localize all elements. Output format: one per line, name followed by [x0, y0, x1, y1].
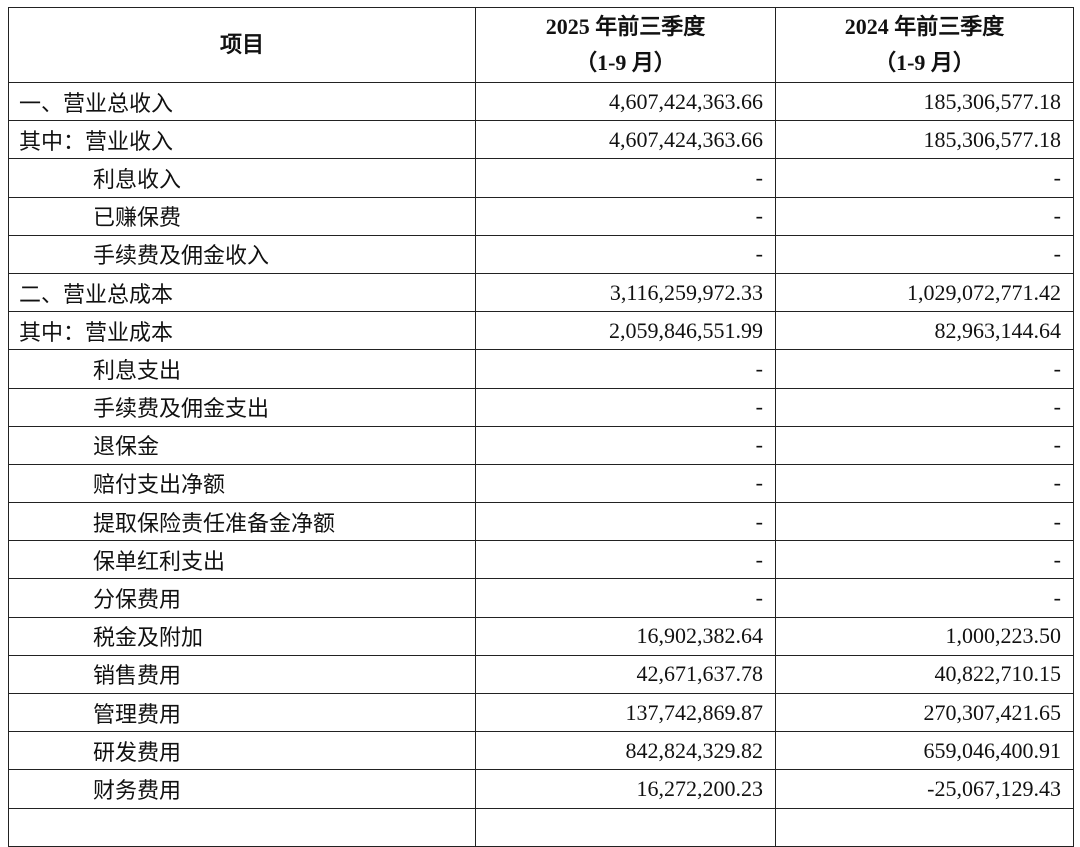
table-row: 保单红利支出 - - [8, 540, 1074, 580]
header-text: （1-9 月） [575, 50, 676, 75]
table-row: 一、营业总收入 4,607,424,363.66 185,306,577.18 [8, 81, 1074, 122]
value-2025: 3,116,259,972.33 [475, 272, 776, 313]
header-cell: 2024 年前三季度 （1-9 月） [775, 7, 1074, 83]
value-2025: 4,607,424,363.66 [475, 81, 776, 122]
value-2025: - [475, 578, 776, 618]
row-label: 利息支出 [8, 349, 476, 389]
row-label: 财务费用 [8, 769, 476, 809]
empty-cell [475, 807, 776, 847]
value-2025: 16,902,382.64 [475, 616, 776, 656]
value-2025: - [475, 387, 776, 427]
row-label: 税金及附加 [8, 616, 476, 656]
row-label: 研发费用 [8, 731, 476, 771]
table-row: 分保费用 - - [8, 578, 1074, 618]
header-cell: 2025 年前三季度 （1-9 月） [475, 7, 776, 83]
table-row: 提取保险责任准备金净额 - - [8, 502, 1074, 542]
value-2024: - [775, 234, 1074, 274]
row-label: 已赚保费 [8, 196, 476, 236]
row-label: 提取保险责任准备金净额 [8, 502, 476, 542]
row-label: 一、营业总收入 [8, 81, 476, 122]
row-label: 其中：营业成本 [8, 311, 476, 351]
row-label: 管理费用 [8, 692, 476, 733]
value-2024: 270,307,421.65 [775, 692, 1074, 733]
value-2024: - [775, 502, 1074, 542]
row-label: 销售费用 [8, 654, 476, 695]
value-2025: 842,824,329.82 [475, 731, 776, 771]
table-row: 管理费用 137,742,869.87 270,307,421.65 [8, 692, 1074, 733]
value-2025: - [475, 425, 776, 465]
empty-cell [775, 807, 1074, 847]
table-row: 已赚保费 - - [8, 196, 1074, 236]
header-cell: 项目 [8, 7, 476, 83]
value-2024: - [775, 349, 1074, 389]
row-label: 手续费及佣金支出 [8, 387, 476, 427]
row-label: 手续费及佣金收入 [8, 234, 476, 274]
value-2024: - [775, 158, 1074, 198]
value-2024: 82,963,144.64 [775, 311, 1074, 351]
header-text: 2025 年前三季度 [545, 14, 706, 39]
table-row: 手续费及佣金收入 - - [8, 234, 1074, 274]
value-2025: 2,059,846,551.99 [475, 311, 776, 351]
value-2025: - [475, 463, 776, 504]
income-table: 项目 2025 年前三季度 （1-9 月） 2024 年前三季度 （1-9 月） 一、营… [8, 7, 1074, 847]
value-2024: - [775, 463, 1074, 504]
table-row: 利息收入 - - [8, 158, 1074, 198]
value-2025: - [475, 158, 776, 198]
table-row: 赔付支出净额 - - [8, 463, 1074, 504]
row-label: 其中：营业收入 [8, 120, 476, 160]
value-2024: 185,306,577.18 [775, 81, 1074, 122]
table-row: 退保金 - - [8, 425, 1074, 465]
value-2025: - [475, 540, 776, 580]
table-row: 销售费用 42,671,637.78 40,822,710.15 [8, 654, 1074, 695]
row-label: 二、营业总成本 [8, 272, 476, 313]
value-2024: 185,306,577.18 [775, 120, 1074, 160]
table-row: 手续费及佣金支出 - - [8, 387, 1074, 427]
value-2024: -25,067,129.43 [775, 769, 1074, 809]
table-row: 利息支出 - - [8, 349, 1074, 389]
row-label: 利息收入 [8, 158, 476, 198]
value-2025: 137,742,869.87 [475, 692, 776, 733]
value-2025: 4,607,424,363.66 [475, 120, 776, 160]
table-row: 研发费用 842,824,329.82 659,046,400.91 [8, 731, 1074, 771]
value-2024: 1,029,072,771.42 [775, 272, 1074, 313]
table-body: 一、营业总收入 4,607,424,363.66 185,306,577.18 其中：… [8, 81, 1074, 847]
table-row: 其中：营业成本 2,059,846,551.99 82,963,144.64 [8, 311, 1074, 351]
value-2024: - [775, 578, 1074, 618]
header-text: 项目 [219, 32, 264, 57]
value-2024: - [775, 387, 1074, 427]
table-row: 税金及附加 16,902,382.64 1,000,223.50 [8, 616, 1074, 656]
row-label: 分保费用 [8, 578, 476, 618]
row-label: 退保金 [8, 425, 476, 465]
value-2025: 16,272,200.23 [475, 769, 776, 809]
page: 项目 2025 年前三季度 （1-9 月） 2024 年前三季度 （1-9 月） 一、营… [8, 7, 1074, 847]
value-2024: 659,046,400.91 [775, 731, 1074, 771]
value-2025: 42,671,637.78 [475, 654, 776, 695]
header-text: 2024 年前三季度 [844, 14, 1005, 39]
table-row: 其中：营业收入 4,607,424,363.66 185,306,577.18 [8, 120, 1074, 160]
value-2024: - [775, 196, 1074, 236]
value-2025: - [475, 196, 776, 236]
header-text: （1-9 月） [874, 50, 975, 75]
table-row: 二、营业总成本 3,116,259,972.33 1,029,072,771.42 [8, 272, 1074, 313]
value-2025: - [475, 234, 776, 274]
value-2025: - [475, 502, 776, 542]
value-2024: 40,822,710.15 [775, 654, 1074, 695]
row-label: 赔付支出净额 [8, 463, 476, 504]
header-row: 项目 2025 年前三季度 （1-9 月） 2024 年前三季度 （1-9 月） [8, 7, 1074, 83]
table-row: 财务费用 16,272,200.23 -25,067,129.43 [8, 769, 1074, 809]
value-2024: 1,000,223.50 [775, 616, 1074, 656]
row-label: 保单红利支出 [8, 540, 476, 580]
table-row [8, 807, 1074, 847]
value-2024: - [775, 425, 1074, 465]
value-2024: - [775, 540, 1074, 580]
value-2025: - [475, 349, 776, 389]
empty-cell [8, 807, 476, 847]
